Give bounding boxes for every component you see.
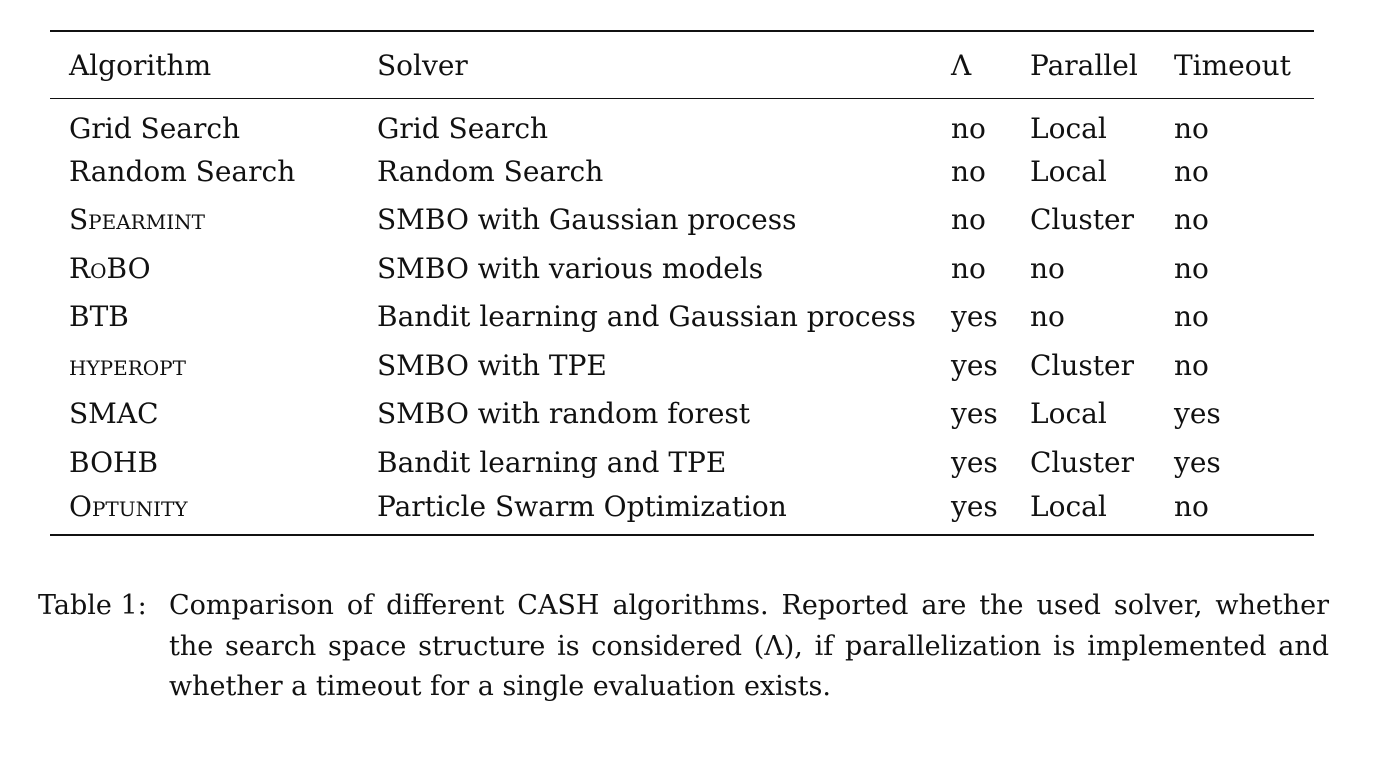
header-row: Algorithm Solver Λ Parallel Timeout: [50, 31, 1314, 99]
header-lambda: Λ: [951, 48, 972, 82]
cell-parallel: no: [1030, 251, 1065, 285]
cell-algorithm: BOHB: [69, 445, 159, 479]
cell-parallel: no: [1030, 300, 1065, 334]
table-row: BOHB Bandit learning and TPE yes Cluster yes: [50, 438, 1314, 487]
table-row: hyperopt SMBO with TPE yes Cluster no: [50, 341, 1314, 390]
cell-timeout: no: [1174, 203, 1209, 237]
caption-text: Comparison of different CASH algorithms.…: [169, 590, 1329, 702]
cell-timeout: no: [1174, 154, 1209, 188]
cell-lambda: no: [951, 111, 986, 145]
cell-parallel: Cluster: [1030, 203, 1134, 237]
cell-algorithm: Optunity: [69, 489, 188, 523]
header-algorithm: Algorithm: [69, 48, 212, 82]
cell-algorithm: Spearmint: [69, 203, 205, 237]
cell-solver: SMBO with various models: [377, 251, 764, 285]
cell-timeout: no: [1174, 489, 1209, 523]
cell-lambda: no: [951, 251, 986, 285]
cell-algorithm: Grid Search: [69, 111, 241, 145]
cell-lambda: yes: [951, 300, 998, 334]
table-row: BTB Bandit learning and Gaussian process y…: [50, 293, 1314, 342]
cell-lambda: yes: [951, 397, 998, 431]
cell-parallel: Local: [1030, 154, 1107, 188]
cell-timeout: no: [1174, 348, 1209, 382]
cell-lambda: yes: [951, 489, 998, 523]
cell-algorithm: RoBO: [69, 251, 151, 285]
table-body: Grid Search Grid Search no Local no Random Se…: [50, 99, 1314, 535]
table-row: RoBO SMBO with various models no no no: [50, 244, 1314, 293]
cell-parallel: Local: [1030, 489, 1107, 523]
cell-timeout: no: [1174, 111, 1209, 145]
cell-algorithm: BTB: [69, 300, 129, 334]
caption-label: Table 1:: [38, 590, 147, 621]
cell-algorithm: hyperopt: [69, 348, 186, 382]
cell-timeout: no: [1174, 300, 1209, 334]
comparison-table-wrapper: Algorithm Solver Λ Parallel Timeout Grid…: [50, 30, 1314, 536]
header-timeout: Timeout: [1174, 48, 1291, 82]
cell-solver: Particle Swarm Optimization: [377, 489, 787, 523]
table-row: Optunity Particle Swarm Optimization yes Lo…: [50, 487, 1314, 535]
cell-timeout: yes: [1174, 397, 1221, 431]
cell-parallel: Local: [1030, 397, 1107, 431]
cell-solver: Grid Search: [377, 111, 549, 145]
cell-solver: SMBO with Gaussian process: [377, 203, 797, 237]
table-row: Spearmint SMBO with Gaussian process no Clu…: [50, 196, 1314, 245]
cell-algorithm: Random Search: [69, 154, 296, 188]
cell-timeout: no: [1174, 251, 1209, 285]
cell-parallel: Cluster: [1030, 348, 1134, 382]
header-solver: Solver: [377, 48, 468, 82]
cell-solver: Bandit learning and Gaussian process: [377, 300, 916, 334]
header-parallel: Parallel: [1030, 48, 1138, 82]
cell-lambda: yes: [951, 348, 998, 382]
cell-solver: SMBO with random forest: [377, 397, 751, 431]
cell-solver: Random Search: [377, 154, 604, 188]
table-header: Algorithm Solver Λ Parallel Timeout: [50, 31, 1314, 99]
table-row: Random Search Random Search no Local no: [50, 147, 1314, 196]
table-row: Grid Search Grid Search no Local no: [50, 99, 1314, 148]
cell-lambda: no: [951, 154, 986, 188]
cell-solver: SMBO with TPE: [377, 348, 607, 382]
table-row: SMAC SMBO with random forest yes Local yes: [50, 390, 1314, 439]
comparison-table: Algorithm Solver Λ Parallel Timeout Grid…: [50, 30, 1314, 536]
cell-parallel: Local: [1030, 111, 1107, 145]
cell-parallel: Cluster: [1030, 445, 1134, 479]
cell-timeout: yes: [1174, 445, 1221, 479]
cell-lambda: no: [951, 203, 986, 237]
cell-algorithm: SMAC: [69, 397, 159, 431]
cell-solver: Bandit learning and TPE: [377, 445, 727, 479]
cell-lambda: yes: [951, 445, 998, 479]
